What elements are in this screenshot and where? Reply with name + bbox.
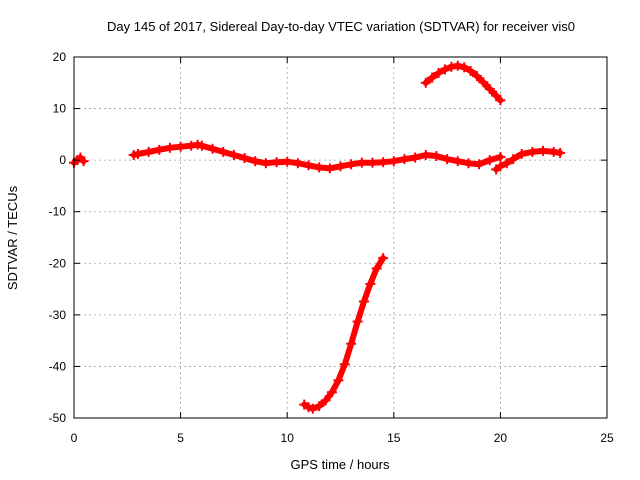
y-tick-label: -30 xyxy=(49,308,67,322)
data-point xyxy=(439,64,450,75)
series-trace xyxy=(130,141,504,172)
data-point xyxy=(495,152,506,163)
x-tick-label: 10 xyxy=(281,431,295,445)
data-point xyxy=(143,146,154,157)
data-point xyxy=(260,158,271,169)
x-tick-label: 20 xyxy=(494,431,508,445)
y-tick-label: -10 xyxy=(49,205,67,219)
data-point xyxy=(346,338,357,349)
data-point xyxy=(465,65,476,76)
data-point xyxy=(452,156,463,167)
data-point xyxy=(495,161,506,172)
data-point xyxy=(164,142,175,153)
y-tick-label: 20 xyxy=(53,50,67,64)
y-tick-label: -40 xyxy=(49,359,67,373)
axis-ticks: 0 5 10 15 20 25 -50 -40 -30 -20 -10 0 10 20 xyxy=(49,50,614,445)
data-point xyxy=(335,161,346,172)
data-point xyxy=(239,153,250,164)
data-point xyxy=(527,146,538,157)
x-tick-label: 0 xyxy=(71,431,78,445)
data-point xyxy=(427,72,438,83)
data-point xyxy=(339,359,350,370)
data-point xyxy=(484,83,495,94)
y-tick-label: 0 xyxy=(59,153,66,167)
data-point xyxy=(292,158,303,169)
y-axis-label: SDTVAR / TECUs xyxy=(5,185,20,290)
data-point xyxy=(420,77,431,88)
data-point xyxy=(154,144,165,155)
data-point xyxy=(282,156,293,167)
data-point xyxy=(228,149,239,160)
data-point xyxy=(555,147,566,158)
data-point xyxy=(474,159,485,170)
data-point xyxy=(478,77,489,88)
data-point xyxy=(271,157,282,168)
grid-lines xyxy=(74,57,607,418)
data-point xyxy=(501,158,512,169)
y-tick-label: -20 xyxy=(49,256,67,270)
data-point xyxy=(442,154,453,165)
data-point xyxy=(314,401,325,412)
plot-border xyxy=(73,56,608,419)
data-point xyxy=(371,263,382,274)
data-point xyxy=(320,395,331,406)
data-point xyxy=(548,146,559,157)
data-point xyxy=(484,155,495,166)
data-point xyxy=(196,140,207,151)
data-point xyxy=(352,316,363,327)
data-point xyxy=(538,145,549,156)
data-point xyxy=(218,146,229,157)
data-point xyxy=(516,148,527,159)
data-point xyxy=(250,156,261,167)
data-point xyxy=(358,296,369,307)
data-point xyxy=(78,156,89,167)
chart-title: Day 145 of 2017, Sidereal Day-to-day VTE… xyxy=(107,19,575,34)
data-point xyxy=(324,163,335,174)
data-point xyxy=(410,152,421,163)
data-point xyxy=(495,95,506,106)
data-point xyxy=(459,62,470,73)
data-point xyxy=(367,157,378,168)
data-point xyxy=(132,148,143,159)
y-tick-label: -50 xyxy=(49,411,67,425)
x-tick-label: 15 xyxy=(387,431,401,445)
x-axis-label: GPS time / hours xyxy=(291,457,390,472)
data-point xyxy=(378,157,389,168)
data-point xyxy=(433,67,444,78)
data-point xyxy=(431,151,442,162)
series-trace xyxy=(422,62,504,104)
data-point xyxy=(388,156,399,167)
data-point xyxy=(378,253,389,264)
data-point xyxy=(326,387,337,398)
y-tick-label: 10 xyxy=(53,102,67,116)
data-point xyxy=(420,149,431,160)
data-point xyxy=(346,159,357,170)
data-point xyxy=(446,61,457,72)
data-point xyxy=(463,158,474,169)
data-point xyxy=(452,60,463,71)
data-point xyxy=(333,375,344,386)
data-point xyxy=(471,71,482,82)
data-point xyxy=(314,162,325,173)
data-point xyxy=(508,154,519,165)
data-point xyxy=(186,140,197,151)
x-tick-label: 5 xyxy=(177,431,184,445)
data-point xyxy=(365,278,376,289)
data-point xyxy=(307,403,318,414)
data-point xyxy=(399,154,410,165)
data-point xyxy=(303,160,314,171)
x-tick-label: 25 xyxy=(600,431,614,445)
data-point xyxy=(356,157,367,168)
data-point xyxy=(175,141,186,152)
data-point xyxy=(207,143,218,154)
data-points xyxy=(69,60,566,414)
